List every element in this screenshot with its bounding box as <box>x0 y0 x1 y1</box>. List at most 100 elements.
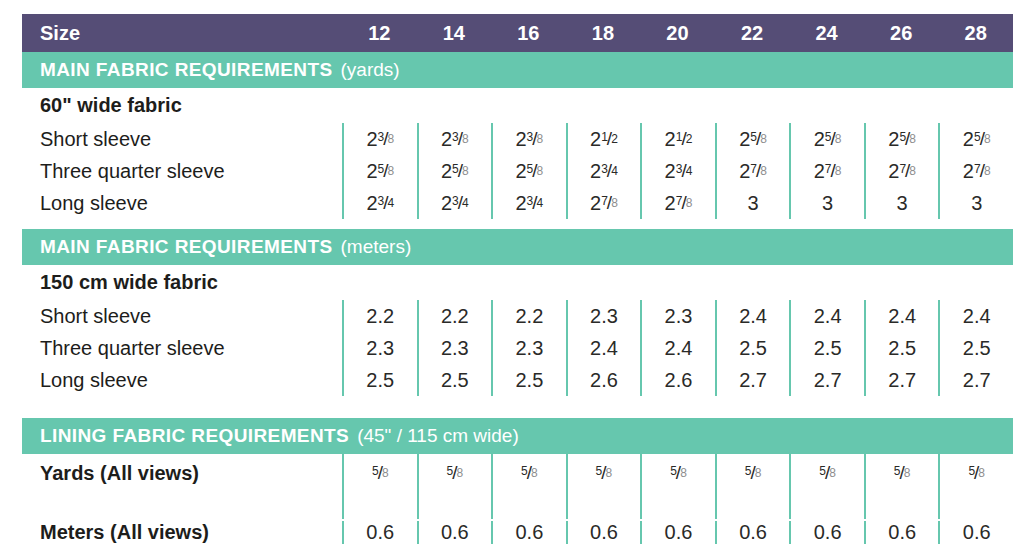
value-cell: 2.4 <box>566 332 641 364</box>
value-cell: 5/8 <box>789 454 864 492</box>
table-row: Three quarter sleeve2.32.32.32.42.42.52.… <box>22 332 1013 364</box>
value-cell: 0.6 <box>864 521 939 544</box>
value-cell: 2.2 <box>342 300 417 332</box>
value-cell: 2.5 <box>491 364 566 396</box>
value-cell: 25/8 <box>938 123 1013 155</box>
value-cell: 3 <box>789 187 864 219</box>
value-cell: 0.6 <box>417 521 492 544</box>
value-cell: 2.3 <box>342 332 417 364</box>
value-cell: 23/4 <box>566 155 641 187</box>
value-cell: 2.7 <box>715 364 790 396</box>
value-cell: 23/8 <box>342 123 417 155</box>
table-row: Long sleeve2.52.52.52.62.62.72.72.72.7 <box>22 364 1013 396</box>
size-column-header: 28 <box>938 14 1013 52</box>
table-row: Long sleeve23/423/423/427/827/83333 <box>22 187 1013 219</box>
value-cell: 2.5 <box>864 332 939 364</box>
value-cell: 25/8 <box>864 123 939 155</box>
value-cell: 25/8 <box>789 123 864 155</box>
table-row: Yards (All views)5/85/85/85/85/85/85/85/… <box>22 454 1013 492</box>
value-cell: 21/2 <box>640 123 715 155</box>
value-cell: 3 <box>715 187 790 219</box>
spacer-cell <box>640 492 715 519</box>
value-cell: 2.3 <box>491 332 566 364</box>
section-header-lining: LINING FABRIC REQUIREMENTS (45" / 115 cm… <box>22 418 1013 454</box>
value-cell: 27/8 <box>864 155 939 187</box>
size-header-label: Size <box>22 14 342 52</box>
value-cell: 21/2 <box>566 123 641 155</box>
value-cell: 25/8 <box>342 155 417 187</box>
value-cell: 5/8 <box>566 454 641 492</box>
value-cell: 2.3 <box>566 300 641 332</box>
value-cell: 5/8 <box>640 454 715 492</box>
value-cell: 2.4 <box>715 300 790 332</box>
value-cell: 23/4 <box>640 155 715 187</box>
spacer-cell <box>789 492 864 519</box>
value-cell: 23/4 <box>342 187 417 219</box>
value-cell: 2.7 <box>789 364 864 396</box>
value-cell: 2.5 <box>417 364 492 396</box>
section-title-unit: (yards) <box>341 59 400 81</box>
value-cell: 0.6 <box>789 521 864 544</box>
spacer-cell <box>417 492 492 519</box>
section-lining-fabric: LINING FABRIC REQUIREMENTS (45" / 115 cm… <box>22 418 1013 545</box>
subtitle-row: 60" wide fabric <box>22 88 1013 123</box>
section-main-fabric-yards: MAIN FABRIC REQUIREMENTS (yards) 60" wid… <box>22 52 1013 219</box>
value-cell: 25/8 <box>715 123 790 155</box>
value-cell: 5/8 <box>417 454 492 492</box>
table-row: Meters (All views)0.60.60.60.60.60.60.60… <box>22 519 1013 545</box>
fabric-requirements-table: Size 121416182022242628 MAIN FABRIC REQU… <box>22 14 1013 545</box>
value-cell: 23/8 <box>491 123 566 155</box>
section-main-fabric-meters: MAIN FABRIC REQUIREMENTS (meters) 150 cm… <box>22 229 1013 396</box>
value-cell: 2.5 <box>715 332 790 364</box>
value-cell: 27/8 <box>715 155 790 187</box>
value-cell: 2.5 <box>938 332 1013 364</box>
size-column-header: 14 <box>417 14 492 52</box>
row-label: Meters (All views) <box>22 521 342 544</box>
value-cell: 0.6 <box>640 521 715 544</box>
value-cell: 5/8 <box>342 454 417 492</box>
table-row: Short sleeve23/823/823/821/221/225/825/8… <box>22 123 1013 155</box>
section-header-yards: MAIN FABRIC REQUIREMENTS (yards) <box>22 52 1013 88</box>
table-row: Three quarter sleeve25/825/825/823/423/4… <box>22 155 1013 187</box>
value-cell: 2.5 <box>342 364 417 396</box>
value-cell: 27/8 <box>640 187 715 219</box>
value-cell: 2.4 <box>640 332 715 364</box>
value-cell: 2.6 <box>640 364 715 396</box>
size-column-header: 16 <box>491 14 566 52</box>
value-cell: 0.6 <box>938 521 1013 544</box>
value-cell: 27/8 <box>789 155 864 187</box>
value-cell: 5/8 <box>938 454 1013 492</box>
size-column-header: 12 <box>342 14 417 52</box>
value-cell: 2.4 <box>789 300 864 332</box>
value-cell: 0.6 <box>491 521 566 544</box>
value-cell: 2.3 <box>640 300 715 332</box>
value-cell: 25/8 <box>417 155 492 187</box>
fabric-width-subtitle: 60" wide fabric <box>22 88 1013 123</box>
size-column-header: 26 <box>864 14 939 52</box>
value-cell: 23/4 <box>491 187 566 219</box>
section-title-unit: (45" / 115 cm wide) <box>357 425 519 447</box>
size-column-header: 24 <box>789 14 864 52</box>
size-column-header: 18 <box>566 14 641 52</box>
row-label: Short sleeve <box>22 300 342 332</box>
section-title-unit: (meters) <box>341 236 412 258</box>
rows-lining: Yards (All views)5/85/85/85/85/85/85/85/… <box>22 454 1013 545</box>
table-row: Short sleeve2.22.22.22.32.32.42.42.42.4 <box>22 300 1013 332</box>
row-label: Short sleeve <box>22 123 342 155</box>
spacer-cell <box>566 492 641 519</box>
value-cell: 25/8 <box>491 155 566 187</box>
value-cell: 2.2 <box>417 300 492 332</box>
spacer-cell <box>342 492 417 519</box>
value-cell: 0.6 <box>566 521 641 544</box>
value-cell: 2.4 <box>938 300 1013 332</box>
subtitle-row: 150 cm wide fabric <box>22 265 1013 300</box>
value-cell: 2.3 <box>417 332 492 364</box>
value-cell: 2.7 <box>938 364 1013 396</box>
value-cell: 2.5 <box>789 332 864 364</box>
spacer-row <box>22 492 1013 519</box>
spacer-cell <box>715 492 790 519</box>
spacer-cell <box>491 492 566 519</box>
rows-meters: Short sleeve2.22.22.22.32.32.42.42.42.4T… <box>22 300 1013 396</box>
value-cell: 23/8 <box>417 123 492 155</box>
row-label: Long sleeve <box>22 364 342 396</box>
